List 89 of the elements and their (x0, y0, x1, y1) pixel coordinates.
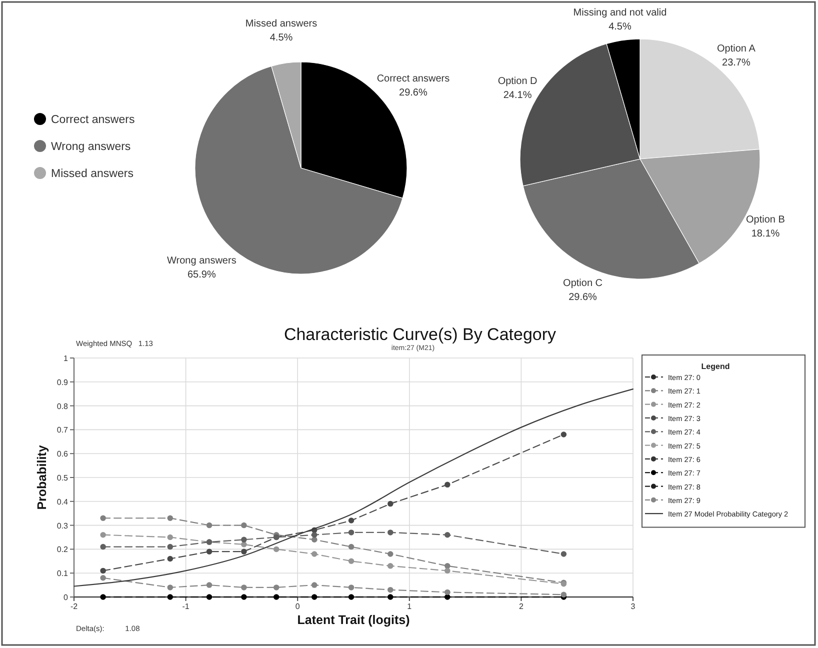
point (100, 515, 106, 521)
point (444, 482, 450, 488)
point (167, 544, 174, 550)
point (444, 589, 450, 596)
legend-label: Correct answers (51, 114, 135, 126)
point (311, 594, 318, 600)
point (388, 586, 394, 593)
point (388, 530, 394, 536)
y-tick-label: 0.2 (56, 545, 69, 554)
point (348, 594, 354, 600)
point (348, 530, 354, 536)
data-label: 18.1% (751, 228, 780, 240)
slice-label: Missing and not valid (573, 7, 667, 18)
point (273, 546, 280, 552)
point (167, 594, 174, 600)
point (311, 532, 318, 538)
point (444, 532, 450, 538)
data-label: 29.6% (399, 87, 428, 98)
y-tick-label: 0 (64, 593, 69, 602)
point (100, 544, 106, 550)
point (388, 594, 394, 600)
point (167, 584, 174, 590)
x-tick-label: 2 (518, 602, 524, 611)
point (560, 551, 567, 557)
slice-label: Missed answers (245, 18, 318, 30)
point (241, 594, 247, 600)
point (388, 500, 394, 507)
point (167, 534, 174, 540)
data-label: 29.6% (568, 292, 598, 303)
point (206, 548, 212, 554)
point (388, 551, 394, 557)
legend-label: Wrong answers (51, 141, 131, 153)
y-tick-label: 0.4 (56, 497, 69, 506)
point (241, 536, 247, 543)
y-tick-label: 1 (64, 354, 69, 363)
slice-label: Option D (498, 76, 538, 88)
x-tick-label: 0 (295, 602, 300, 611)
point (100, 532, 106, 538)
point (241, 522, 247, 528)
legend-title: Legend (701, 362, 730, 371)
point (206, 582, 212, 588)
point (273, 584, 280, 590)
point (206, 594, 212, 600)
point (348, 518, 354, 524)
chart-title: Characteristic Curve(s) By Category (284, 325, 557, 344)
point (560, 592, 567, 598)
slice-label: Option B (746, 214, 786, 226)
point (311, 582, 318, 588)
x-tick-label: -2 (70, 602, 78, 611)
x-tick-label: -1 (182, 602, 190, 611)
point (388, 563, 394, 569)
point (311, 551, 318, 557)
y-tick-label: 0.1 (56, 569, 69, 578)
data-label: 23.7% (722, 58, 751, 69)
y-tick-label: 0.5 (56, 474, 69, 482)
point (560, 432, 567, 438)
point (100, 568, 106, 574)
y-tick-label: 0.3 (56, 521, 69, 530)
data-label: 24.1% (503, 90, 532, 102)
y-tick-label: 0.6 (56, 450, 69, 459)
y-tick-label: 0.8 (56, 402, 69, 411)
slice-label: Option A (717, 44, 756, 55)
point (241, 584, 247, 590)
point (100, 594, 106, 600)
point (348, 544, 354, 550)
point (273, 594, 280, 600)
data-label: 65.9% (188, 270, 216, 281)
line-series (73, 388, 634, 587)
slice-label: Option C (563, 278, 603, 289)
x-tick-label: 3 (630, 602, 636, 611)
point (348, 584, 354, 590)
x-tick-label: 1 (407, 602, 412, 611)
slice-label: Wrong answers (167, 256, 236, 267)
point (348, 558, 354, 564)
data-label: 4.5% (270, 32, 293, 44)
y-tick-label: 0.7 (56, 426, 69, 435)
point (100, 575, 106, 581)
point (167, 556, 174, 562)
x-axis-title: Latent Trait (logits) (297, 613, 410, 627)
legend-label: Missed answers (51, 168, 134, 180)
point (206, 522, 212, 528)
data-label: 4.5% (608, 21, 632, 32)
point (311, 536, 318, 543)
point (167, 515, 174, 521)
point (241, 548, 247, 554)
slice-label: Correct answers (376, 73, 450, 84)
point (444, 568, 450, 574)
y-tick-label: 0.9 (56, 378, 69, 387)
y-axis-title: Probability (35, 445, 49, 510)
